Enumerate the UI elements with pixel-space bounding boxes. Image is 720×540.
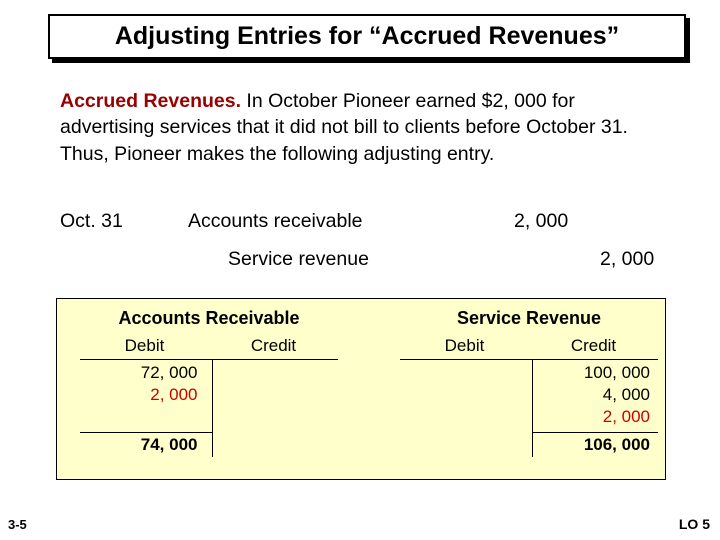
t-account-total-row: 106, 000 bbox=[400, 432, 658, 457]
entry-credit-amount: 2, 000 bbox=[600, 248, 654, 271]
t-account-debit-col: 72, 0002, 000 bbox=[80, 360, 213, 432]
description-paragraph: Accrued Revenues. In October Pioneer ear… bbox=[60, 88, 660, 167]
t-account-debit-total: 74, 000 bbox=[80, 432, 213, 457]
debit-header: Debit bbox=[80, 333, 209, 359]
credit-header: Credit bbox=[529, 333, 658, 359]
t-account-credit-total: 106, 000 bbox=[533, 432, 659, 457]
entry-debit-account: Accounts receivable bbox=[188, 210, 363, 233]
t-account-title: Accounts Receivable bbox=[80, 308, 338, 329]
slide-title: Adjusting Entries for “Accrued Revenues” bbox=[48, 14, 686, 59]
page-number: 3-5 bbox=[8, 517, 27, 532]
t-account-debit-total bbox=[400, 432, 533, 457]
t-account-body: 72, 0002, 000 bbox=[80, 360, 338, 432]
debit-header: Debit bbox=[400, 333, 529, 359]
entry-credit-account: Service revenue bbox=[228, 248, 369, 271]
entry-date: Oct. 31 bbox=[60, 210, 123, 233]
t-account-header: Debit Credit bbox=[400, 333, 658, 360]
learning-objective: LO 5 bbox=[679, 516, 710, 532]
t-account-header: Debit Credit bbox=[80, 333, 338, 360]
t-account-value: 2, 000 bbox=[88, 384, 198, 406]
t-account-credit-col bbox=[213, 360, 339, 432]
t-account-service-revenue: Service Revenue Debit Credit 100, 0004, … bbox=[400, 308, 658, 457]
t-account-debit-col bbox=[400, 360, 533, 432]
credit-header: Credit bbox=[209, 333, 338, 359]
t-account-credit-col: 100, 0004, 0002, 000 bbox=[533, 360, 659, 432]
t-account-value: 72, 000 bbox=[88, 362, 198, 384]
t-account-total-row: 74, 000 bbox=[80, 432, 338, 457]
t-account-credit-total bbox=[213, 432, 339, 457]
description-lead: Accrued Revenues. bbox=[60, 90, 241, 112]
t-account-title: Service Revenue bbox=[400, 308, 658, 329]
t-account-accounts-receivable: Accounts Receivable Debit Credit 72, 000… bbox=[80, 308, 338, 457]
entry-debit-amount: 2, 000 bbox=[514, 210, 568, 233]
t-account-body: 100, 0004, 0002, 000 bbox=[400, 360, 658, 432]
t-account-value: 100, 000 bbox=[541, 362, 651, 384]
t-account-value: 2, 000 bbox=[541, 406, 651, 428]
t-account-value: 4, 000 bbox=[541, 384, 651, 406]
